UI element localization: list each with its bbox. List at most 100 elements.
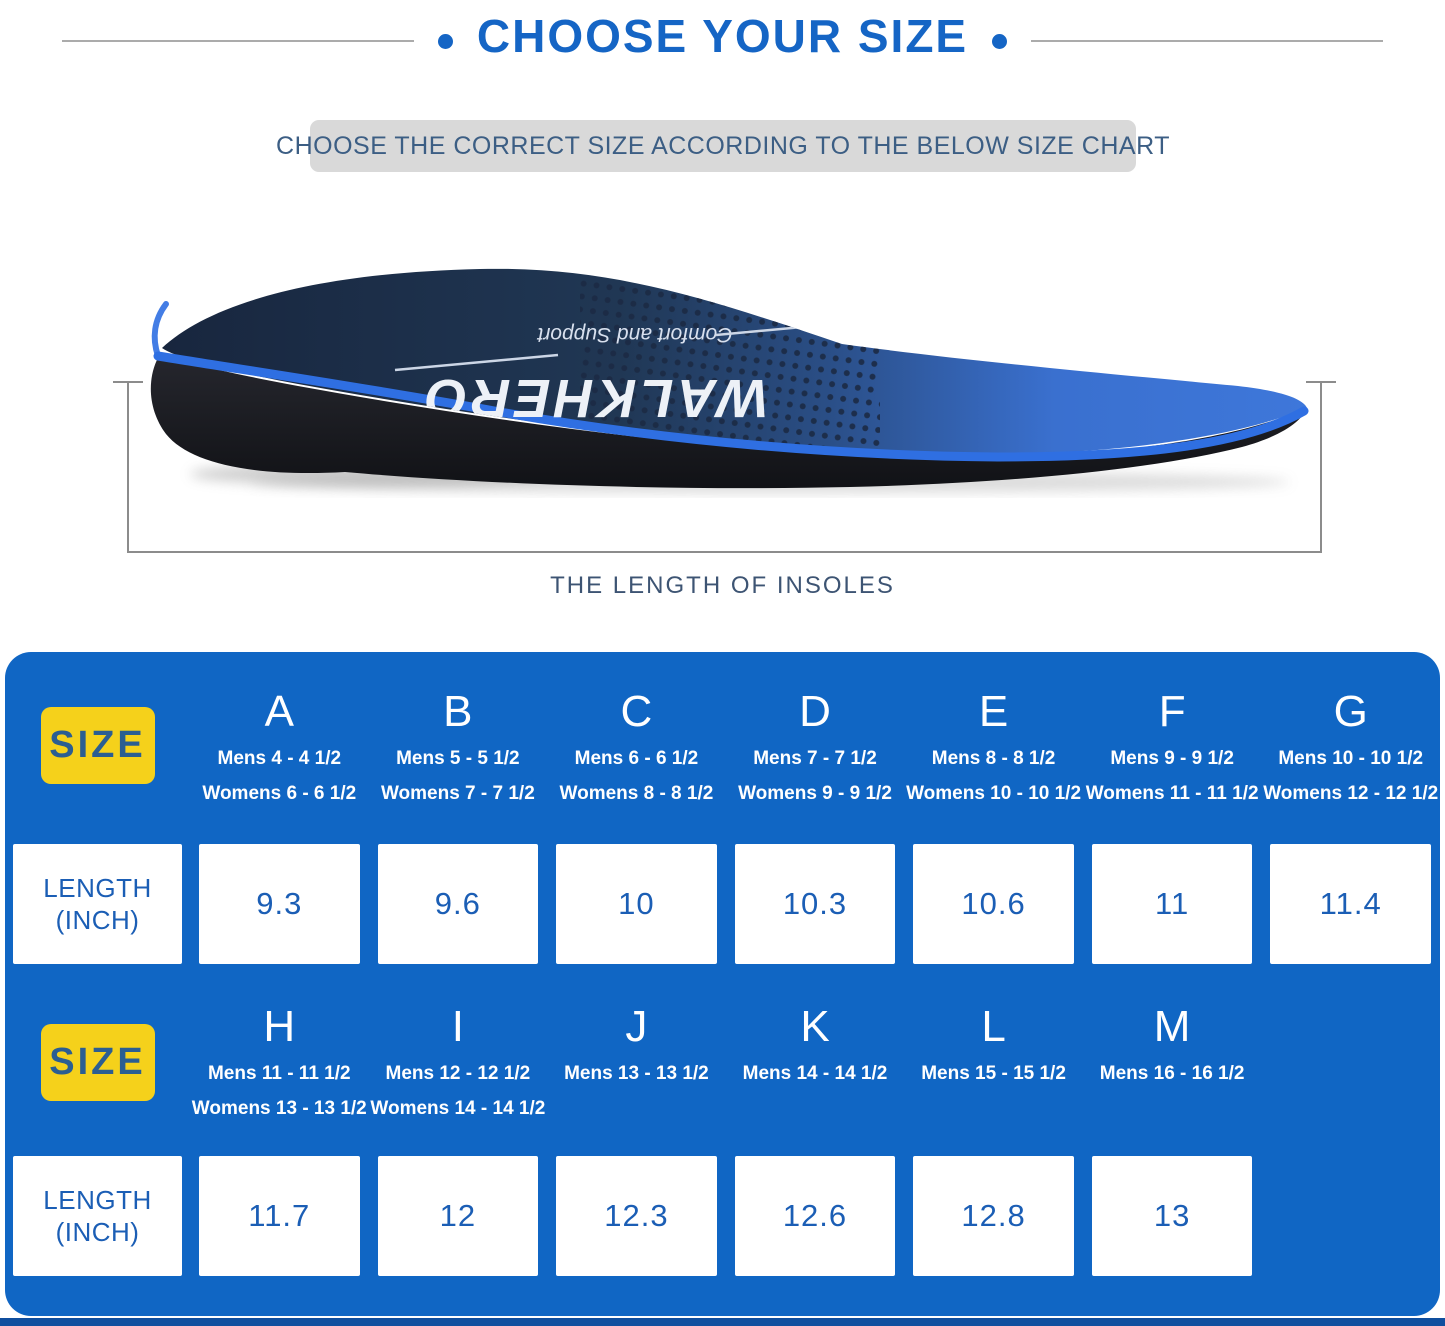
length-column: 12.8 <box>904 1150 1083 1316</box>
length-value: 10.3 <box>782 886 848 921</box>
size-column: B Mens 5 - 5 1/2 Womens 7 - 7 1/2 <box>369 652 548 838</box>
length-column: 11.4 <box>1261 838 1440 975</box>
womens-size-range: Womens 9 - 9 1/2 <box>738 783 892 804</box>
size-letter: D <box>799 687 831 736</box>
length-label-line1: LENGTH <box>43 872 152 903</box>
mens-size-range: Mens 12 - 12 1/2 <box>385 1063 531 1084</box>
size-letter: B <box>443 687 473 736</box>
size-badge-cell: SIZE <box>5 975 190 1150</box>
size-column: G Mens 10 - 10 1/2 Womens 12 - 12 1/2 <box>1261 652 1440 838</box>
womens-size-range: Womens 10 - 10 1/2 <box>906 783 1082 804</box>
length-unit-label: LENGTH (INCH) <box>13 844 182 964</box>
length-label-line2: (INCH) <box>55 905 140 935</box>
measure-tick-right <box>1306 381 1336 383</box>
size-column: A Mens 4 - 4 1/2 Womens 6 - 6 1/2 <box>190 652 369 838</box>
length-row-a-g: LENGTH (INCH) 9.3 9.6 10 10.3 10.6 11 <box>5 838 1440 975</box>
length-column: 11.7 <box>190 1150 369 1316</box>
length-value-box: 10 <box>556 844 717 964</box>
length-column: 10 <box>547 838 726 975</box>
mens-size-range: Mens 7 - 7 1/2 <box>753 748 877 769</box>
title-left-dot-icon <box>437 33 453 49</box>
length-value: 9.3 <box>256 886 303 921</box>
mens-size-range: Mens 8 - 8 1/2 <box>931 748 1056 769</box>
length-column: 12.3 <box>547 1150 726 1316</box>
size-letter: E <box>978 687 1009 736</box>
size-column: K Mens 14 - 14 1/2 <box>726 975 905 1150</box>
womens-size-range: Womens 12 - 12 1/2 <box>1263 783 1439 804</box>
insole-heel-rim-stripe <box>151 301 169 359</box>
length-label-cell: LENGTH (INCH) <box>5 1150 190 1316</box>
size-letter: J <box>625 1002 648 1051</box>
length-column: 13 <box>1083 1150 1262 1316</box>
mens-size-range: Mens 13 - 13 1/2 <box>564 1063 709 1084</box>
measure-line-left <box>127 381 129 553</box>
title-row: CHOOSE YOUR SIZE <box>0 6 1445 66</box>
size-letter: C <box>620 687 653 736</box>
length-value: 10 <box>618 886 655 921</box>
size-letter: M <box>1153 1002 1191 1051</box>
length-column: 11 <box>1083 838 1262 975</box>
length-value: 12.8 <box>961 1198 1026 1233</box>
title-left-line <box>61 40 414 42</box>
womens-size-range: Womens 13 - 13 1/2 <box>191 1098 367 1119</box>
mens-size-range: Mens 6 - 6 1/2 <box>574 748 699 769</box>
length-value: 11 <box>1155 886 1190 921</box>
length-value-box: 9.3 <box>199 844 360 964</box>
length-value-box: 11.7 <box>199 1156 360 1276</box>
length-value-box: 12.8 <box>913 1156 1074 1276</box>
length-value-box: 10.3 <box>734 844 896 964</box>
womens-size-range: Womens 7 - 7 1/2 <box>380 783 535 804</box>
length-value-box: 12.6 <box>734 1156 896 1276</box>
womens-size-range: Womens 14 - 14 1/2 <box>370 1098 546 1119</box>
length-value-box: 10.6 <box>913 844 1074 964</box>
size-column: D Mens 7 - 7 1/2 Womens 9 - 9 1/2 <box>726 652 905 838</box>
length-column: 10.6 <box>904 838 1083 975</box>
length-value: 11.7 <box>248 1198 311 1233</box>
length-label-cell: LENGTH (INCH) <box>5 838 190 975</box>
length-value-box: 12.3 <box>556 1156 717 1276</box>
mens-size-range: Mens 14 - 14 1/2 <box>742 1063 888 1084</box>
size-letter: A <box>264 687 294 736</box>
length-value: 13 <box>1153 1198 1191 1233</box>
womens-size-range: Womens 6 - 6 1/2 <box>202 783 357 804</box>
length-value-box: 11 <box>1091 844 1253 964</box>
mens-size-range: Mens 10 - 10 1/2 <box>1278 748 1424 769</box>
size-column: C Mens 6 - 6 1/2 Womens 8 - 8 1/2 <box>547 652 726 838</box>
page-title: CHOOSE YOUR SIZE <box>476 10 969 62</box>
insole-photo: Comfort and Support WALKHERO <box>150 268 1309 493</box>
size-badge: SIZE <box>40 1024 155 1101</box>
length-value: 9.6 <box>434 886 481 921</box>
mens-size-range: Mens 11 - 11 1/2 <box>207 1063 351 1084</box>
length-label-line1: LENGTH <box>43 1184 152 1215</box>
size-letter: I <box>451 1002 464 1051</box>
instruction-banner: CHOOSE THE CORRECT SIZE ACCORDING TO THE… <box>276 120 1169 172</box>
mens-size-range: Mens 4 - 4 1/2 <box>217 748 342 769</box>
mens-size-range: Mens 9 - 9 1/2 <box>1110 748 1234 769</box>
size-column: L Mens 15 - 15 1/2 <box>904 975 1083 1150</box>
length-unit-label: LENGTH (INCH) <box>13 1156 182 1276</box>
length-value: 12.3 <box>604 1198 669 1233</box>
size-letter: G <box>1333 687 1368 736</box>
title-right-dot-icon <box>992 33 1008 49</box>
womens-size-range: Womens 11 - 11 1/2 <box>1085 783 1259 804</box>
size-badge: SIZE <box>40 706 155 784</box>
length-column: 12 <box>369 1150 548 1316</box>
length-column: 9.3 <box>190 838 369 975</box>
insole-foam-base <box>150 354 1307 489</box>
size-letter: K <box>800 1002 830 1051</box>
mens-size-range: Mens 5 - 5 1/2 <box>396 748 520 769</box>
insole-print-line-left <box>394 353 559 372</box>
size-header-row-a-g: SIZE A Mens 4 - 4 1/2 Womens 6 - 6 1/2 B… <box>5 652 1440 838</box>
length-column: 9.6 <box>369 838 548 975</box>
size-column: M Mens 16 - 16 1/2 <box>1083 975 1262 1150</box>
length-value: 12.6 <box>782 1198 848 1233</box>
bottom-border-strip <box>0 1318 1445 1326</box>
size-badge-cell: SIZE <box>5 652 190 838</box>
title-right-line <box>1031 40 1384 42</box>
size-column: F Mens 9 - 9 1/2 Womens 11 - 11 1/2 <box>1083 652 1262 838</box>
instruction-text: CHOOSE THE CORRECT SIZE ACCORDING TO THE… <box>276 131 1170 160</box>
length-row-h-m: LENGTH (INCH) 11.7 12 12.3 12.6 12.8 13 <box>5 1150 1440 1316</box>
length-value-box: 9.6 <box>377 844 539 964</box>
length-column: 12.6 <box>726 1150 905 1316</box>
